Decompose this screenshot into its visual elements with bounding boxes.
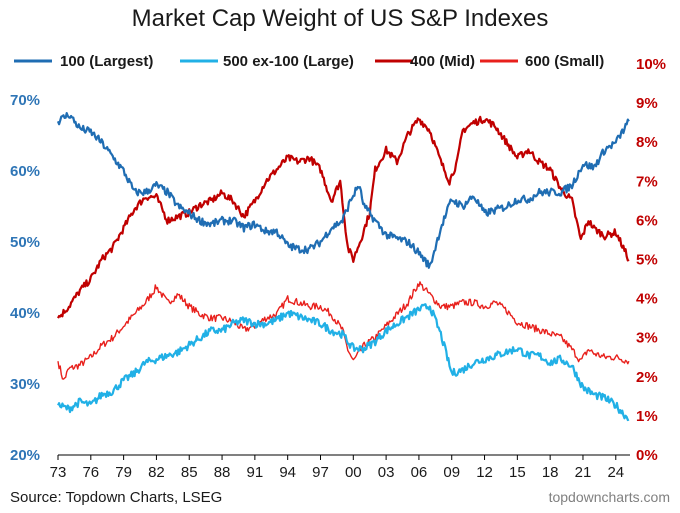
- source-note: Source: Topdown Charts, LSEG: [10, 489, 222, 506]
- left-axis-label: 70%: [10, 92, 40, 109]
- x-tick-label: 79: [115, 464, 132, 481]
- legend-label: 400 (Mid): [410, 53, 475, 70]
- left-axis-label: 50%: [10, 234, 40, 251]
- x-tick-label: 00: [345, 464, 362, 481]
- watermark: topdowncharts.com: [549, 489, 670, 505]
- legend: 100 (Largest) 500 ex-100 (Large) 400 (Mid)…: [14, 53, 604, 70]
- x-tick-label: 18: [542, 464, 559, 481]
- x-tick-label: 06: [411, 464, 428, 481]
- right-axis-label: 4%: [636, 291, 658, 308]
- x-tick-label: 88: [214, 464, 231, 481]
- legend-label: 100 (Largest): [60, 53, 153, 70]
- legend-label: 500 ex-100 (Large): [223, 53, 354, 70]
- right-axis-label: 3%: [636, 330, 658, 347]
- x-tick-label: 09: [443, 464, 460, 481]
- series-lines: [56, 112, 630, 422]
- left-axis-label: 20%: [10, 447, 40, 464]
- left-axis-label: 30%: [10, 376, 40, 393]
- right-axis-label: 10%: [636, 56, 666, 73]
- right-axis-label: 2%: [636, 369, 658, 386]
- legend-label: 600 (Small): [525, 53, 604, 70]
- x-tick-label: 94: [279, 464, 296, 481]
- right-axis-label: 8%: [636, 134, 658, 151]
- right-axis-label: 7%: [636, 173, 658, 190]
- axes: 73 76 79 82 85 88 91 94 97 00 03 06 09 12 15 18 21 24 20% 3…: [10, 56, 666, 481]
- right-axis-label: 0%: [636, 447, 658, 464]
- chart-title: Market Cap Weight of US S&P Indexes: [132, 5, 549, 32]
- x-tick-label: 76: [82, 464, 99, 481]
- x-tick-label: 03: [378, 464, 395, 481]
- x-tick-label: 21: [575, 464, 592, 481]
- x-tick-label: 24: [607, 464, 624, 481]
- x-tick-label: 12: [476, 464, 493, 481]
- right-axis-label: 1%: [636, 408, 658, 425]
- series-line-2: [57, 115, 630, 319]
- left-axis-label: 40%: [10, 305, 40, 322]
- series-line-1: [57, 303, 630, 422]
- x-tick-label: 85: [181, 464, 198, 481]
- x-tick-label: 91: [247, 464, 264, 481]
- right-axis-label: 5%: [636, 252, 658, 269]
- right-axis-label: 6%: [636, 212, 658, 229]
- series-line-0: [56, 112, 630, 269]
- x-tick-label: 82: [148, 464, 165, 481]
- x-tick-label: 97: [312, 464, 329, 481]
- x-tick-label: 15: [509, 464, 526, 481]
- right-axis-label: 9%: [636, 95, 658, 112]
- x-tick-label: 73: [50, 464, 67, 481]
- left-axis-label: 60%: [10, 163, 40, 180]
